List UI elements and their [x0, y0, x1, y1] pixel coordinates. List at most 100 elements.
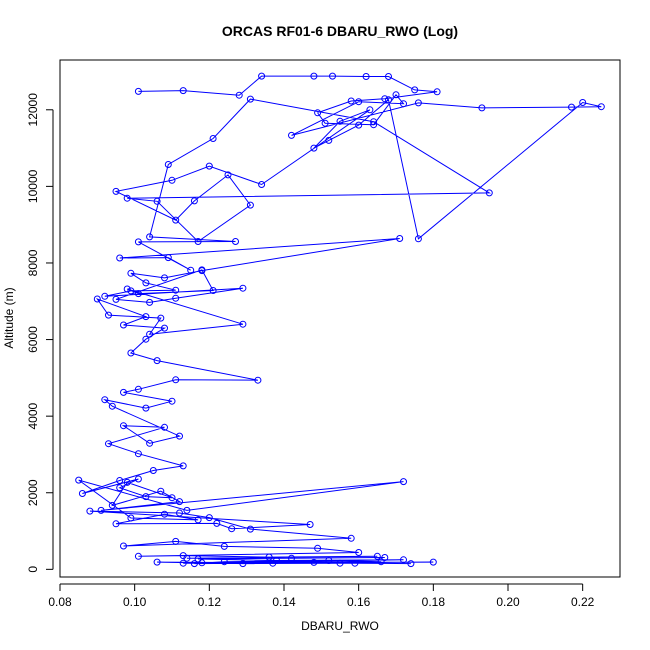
data-point [370, 118, 378, 126]
data-point [194, 238, 202, 245]
data-point [161, 423, 168, 431]
data-point [396, 235, 404, 242]
data-point [127, 514, 135, 522]
data-point [142, 404, 150, 412]
data-point [209, 135, 217, 142]
x-tick-label: 0.20 [496, 595, 520, 609]
data-point [161, 274, 168, 282]
data-point [179, 559, 187, 567]
data-point [381, 554, 389, 561]
data-point [172, 376, 180, 384]
data-point [172, 286, 180, 294]
data-point [414, 235, 422, 243]
y-tick-label: 12000 [26, 93, 40, 127]
data-point [183, 554, 191, 562]
data-point [400, 478, 407, 486]
data-point [127, 287, 135, 295]
data-point [485, 189, 493, 197]
data-point [194, 516, 202, 524]
data-point [306, 521, 314, 528]
data-point [411, 86, 419, 94]
data-point [142, 335, 150, 343]
data-point [127, 269, 135, 277]
data-point [310, 558, 318, 566]
plot-frame [59, 59, 621, 578]
data-point [146, 330, 154, 338]
data-point [310, 72, 318, 80]
data-point [288, 131, 295, 139]
data-point [120, 321, 127, 329]
data-point [75, 476, 83, 484]
data-point [235, 91, 243, 99]
data-point [142, 493, 150, 501]
data-point [246, 525, 254, 533]
data-point [325, 136, 333, 144]
x-tick-label: 0.12 [198, 595, 222, 609]
data-point [153, 558, 161, 566]
data-point [176, 432, 183, 440]
data-point [108, 402, 116, 410]
data-point [134, 87, 142, 95]
y-axis-title: Altitude (m) [2, 287, 16, 348]
data-point [134, 385, 142, 393]
data-point [123, 478, 131, 486]
data-point [101, 292, 109, 300]
x-axis-title: DBARU_RWO [301, 619, 379, 633]
data-point [325, 557, 333, 564]
data-point [127, 349, 135, 357]
data-point [161, 510, 168, 518]
data-point [134, 475, 142, 483]
data-point [146, 233, 154, 241]
data-point [149, 467, 157, 474]
data-point [288, 554, 295, 562]
data-point [116, 484, 124, 492]
x-tick-label: 0.14 [272, 595, 296, 609]
data-point [269, 559, 277, 567]
data-point [146, 439, 154, 447]
data-point [183, 506, 191, 514]
y-tick-label: 2000 [26, 479, 40, 506]
data-point [153, 357, 161, 365]
data-point [198, 266, 206, 274]
data-point [97, 506, 105, 514]
data-point [258, 72, 266, 80]
data-point [176, 509, 183, 517]
y-tick-label: 4000 [26, 402, 40, 429]
data-point [329, 72, 336, 80]
data-point [265, 553, 273, 561]
data-point [246, 95, 254, 103]
data-point [400, 100, 407, 108]
data-point [239, 320, 247, 328]
data-point [120, 388, 127, 396]
data-point [478, 104, 486, 112]
data-point [407, 560, 415, 568]
data-point [112, 187, 120, 195]
data-point [224, 171, 232, 179]
data-point [108, 501, 116, 509]
y-tick-label: 6000 [26, 326, 40, 353]
data-point [351, 559, 359, 567]
data-point [355, 121, 363, 129]
data-point [134, 450, 142, 458]
data-point [228, 525, 236, 533]
data-point [101, 396, 109, 404]
data-point [120, 542, 127, 550]
data-point [579, 99, 587, 106]
data-point [123, 285, 131, 293]
chart-title: ORCAS RF01-6 DBARU_RWO (Log) [222, 23, 458, 39]
data-point [168, 176, 176, 184]
data-point [120, 422, 127, 430]
data-point [134, 552, 142, 560]
data-point [187, 266, 195, 274]
data-point [157, 314, 165, 322]
data-point [414, 99, 422, 107]
data-point [385, 73, 392, 80]
data-point [239, 284, 247, 292]
y-tick-label: 10000 [26, 169, 40, 203]
data-point [385, 96, 392, 104]
data-point [220, 558, 228, 566]
data-point [568, 103, 575, 111]
data-point [239, 560, 247, 568]
data-point [157, 487, 165, 495]
plot-area [75, 72, 605, 568]
